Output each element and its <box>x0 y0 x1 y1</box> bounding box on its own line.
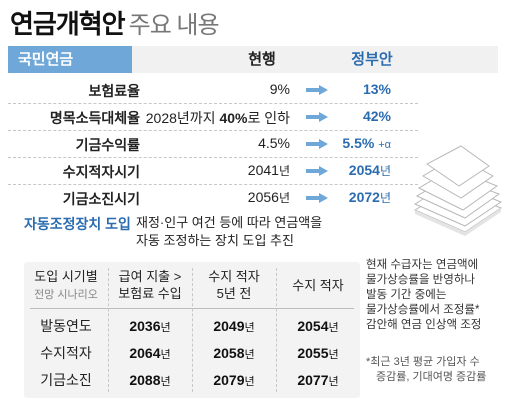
table-header-spending: 급여 지출 > 보험료 수입 <box>118 269 182 301</box>
table-cell: 2049년 <box>213 318 255 334</box>
arrow-right-icon <box>306 139 328 149</box>
table-cell: 2054년 <box>297 318 339 334</box>
row-deficit-year: 수지적자시기 2041년 2054년 <box>8 158 418 184</box>
row-label: 기금소진시기 <box>62 191 140 207</box>
auto-adjust-label: 자동조정장치 도입 <box>24 216 131 232</box>
row-divider <box>8 184 418 185</box>
current-value: 4.5% <box>258 135 290 151</box>
table-row-label: 발동연도 <box>40 318 92 334</box>
current-value: 2041년 <box>247 162 290 178</box>
row-fund-return: 기금수익률 4.5% 5.5% +α <box>8 131 418 157</box>
row-depletion-year: 기금소진시기 2056년 2072년 <box>8 185 418 211</box>
table-cell: 2064년 <box>129 345 171 361</box>
government-value: 2054년 <box>348 162 391 178</box>
arrow-right-icon <box>306 112 328 122</box>
table-column-divider <box>108 268 109 392</box>
table-cell: 2036년 <box>129 318 171 334</box>
government-value: 2072년 <box>348 189 391 205</box>
scenario-table: 도입 시기별 전망 시나리오 급여 지출 > 보험료 수입 수지 적자 5년 전… <box>24 262 360 398</box>
row-divider <box>8 130 418 131</box>
row-divider <box>8 103 418 104</box>
table-cell: 2077년 <box>297 372 339 388</box>
table-cell: 2058년 <box>213 345 255 361</box>
row-label: 수지적자시기 <box>62 164 140 180</box>
row-label: 기금수익률 <box>75 137 140 153</box>
section-tag: 국민연금 <box>8 46 132 73</box>
column-header-government: 정부안 <box>351 51 393 68</box>
government-value: 5.5% +α <box>342 135 391 151</box>
row-label: 명목소득대체율 <box>49 110 140 126</box>
government-value: 42% <box>362 108 391 124</box>
table-column-divider <box>276 268 277 392</box>
page-title: 연금개혁안 주요 내용 <box>10 4 220 44</box>
row-premium-rate: 보험료율 9% 13% <box>8 77 418 103</box>
table-cell: 2079년 <box>213 372 255 388</box>
arrow-right-icon <box>306 166 328 176</box>
table-row-label: 기금소진 <box>40 372 92 388</box>
table-cell: 2088년 <box>129 372 171 388</box>
table-header-scenario: 도입 시기별 전망 시나리오 <box>34 269 98 301</box>
paper-stack-icon <box>413 145 503 236</box>
current-value: 2056년 <box>247 189 290 205</box>
table-cell: 2055년 <box>297 345 339 361</box>
row-divider <box>8 157 418 158</box>
table-row-label: 수지적자 <box>40 345 92 361</box>
title-sub: 주요 내용 <box>128 12 220 39</box>
auto-adjust-description: 재정·인구 여건 등에 따라 연금액을 자동 조정하는 장치 도입 추진 <box>136 215 323 248</box>
title-main: 연금개혁안 <box>10 9 126 39</box>
current-value: 9% <box>269 81 290 97</box>
column-header-current: 현행 <box>248 51 276 68</box>
side-note: 현재 수급자는 연금액에 물가상승률을 반영하나 발동 기간 중에는 물가상승률… <box>366 259 482 331</box>
table-header-deficit: 수지 적자 <box>292 278 344 293</box>
footnote: *최근 3년 평균 가입자 수 증감률, 기대여명 증감률 <box>366 356 487 383</box>
government-value: 13% <box>362 81 391 97</box>
arrow-right-icon <box>306 85 328 95</box>
table-column-divider <box>192 268 193 392</box>
arrow-right-icon <box>306 193 328 203</box>
table-header-deficit-5y: 수지 적자 5년 전 <box>208 269 260 301</box>
row-replacement-rate: 명목소득대체율 2028년까지 40%로 인하 42% <box>8 104 418 130</box>
current-value: 2028년까지 40%로 인하 <box>145 110 290 126</box>
row-label: 보험료율 <box>88 83 140 99</box>
